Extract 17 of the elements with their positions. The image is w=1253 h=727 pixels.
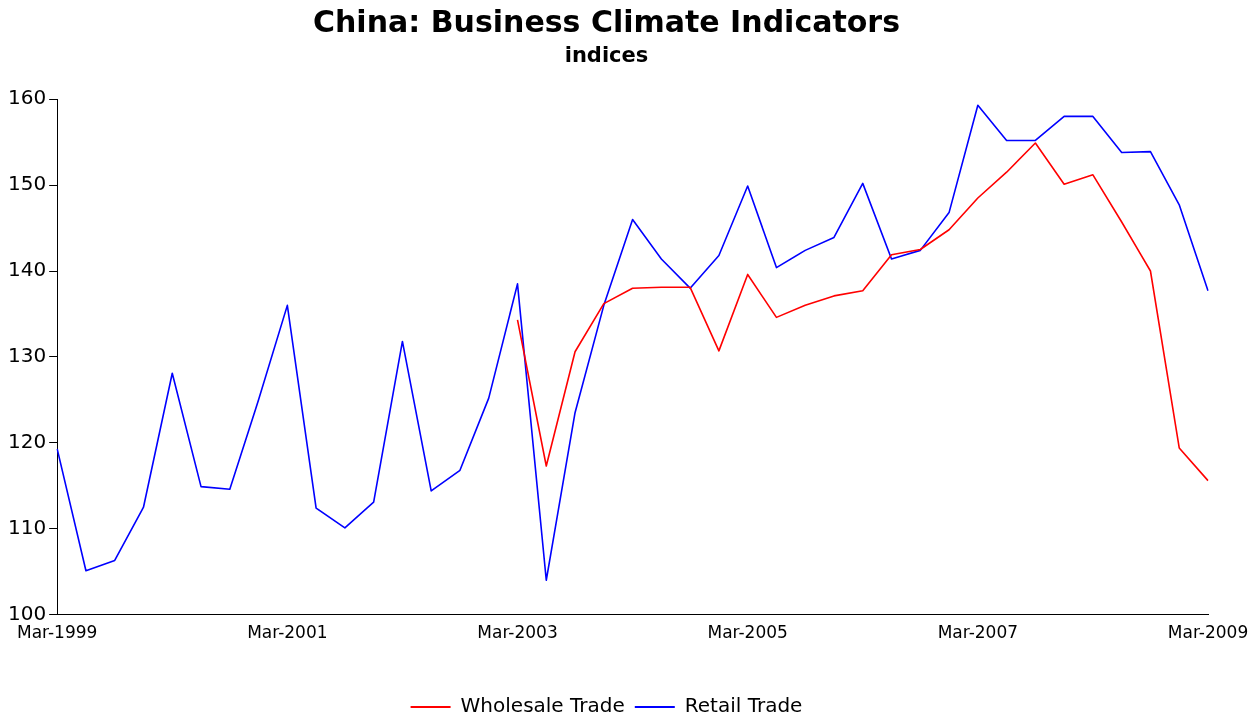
y-tick-label: 160 — [7, 85, 47, 110]
y-tick-label: 110 — [7, 514, 47, 539]
x-tick-label: Mar-2009 — [1167, 622, 1249, 643]
x-tick-label: Mar-2003 — [477, 622, 558, 643]
y-tick-label: 130 — [7, 343, 47, 368]
legend-label: Wholesale Trade — [460, 693, 625, 718]
x-tick-label: Mar-1999 — [16, 622, 98, 643]
x-tick-label: Mar-2005 — [707, 622, 788, 643]
legend-label: Retail Trade — [684, 693, 803, 718]
y-tick-label: 120 — [7, 429, 47, 453]
y-tick-label: 100 — [7, 600, 47, 625]
chart-subtitle: indices — [564, 43, 649, 68]
y-tick-label: 150 — [7, 171, 47, 196]
y-tick-label: 140 — [7, 257, 47, 282]
x-tick-label: Mar-2001 — [247, 622, 328, 643]
chart-title: China: Business Climate Indicators — [312, 3, 901, 39]
x-tick-label: Mar-2007 — [937, 622, 1019, 643]
